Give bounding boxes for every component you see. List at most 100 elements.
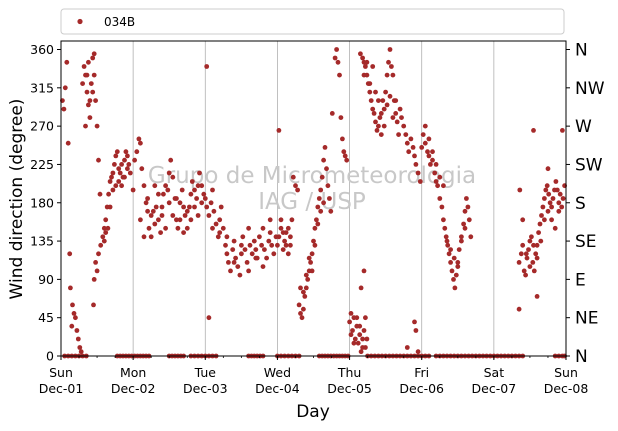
data-point-0-180 — [276, 234, 282, 240]
legend: 034B — [60, 8, 565, 35]
data-point-0-53 — [119, 162, 124, 167]
data-point-0-25 — [94, 123, 100, 129]
data-point-0-401 — [556, 208, 562, 214]
data-point-0-250 — [363, 315, 368, 321]
x-tick-date-4: Dec-05 — [327, 381, 372, 396]
data-point-0-297 — [390, 115, 396, 120]
data-point-0-106 — [195, 183, 201, 189]
data-point-0-256 — [360, 336, 365, 342]
data-point-0-1 — [61, 106, 67, 112]
data-point-0-369 — [533, 251, 539, 257]
data-point-0-207 — [311, 238, 316, 244]
data-point-0-304 — [406, 149, 412, 155]
data-point-0-355 — [455, 264, 461, 269]
data-point-0-403 — [534, 294, 540, 299]
data-point-0-380 — [549, 204, 554, 210]
data-point-0-319 — [426, 153, 432, 159]
y-tick-label-7: 315 — [30, 80, 54, 95]
data-point-0-291 — [373, 89, 378, 95]
data-point-0-94 — [174, 217, 179, 223]
data-point-0-171 — [217, 230, 223, 236]
data-point-0-222 — [301, 289, 306, 295]
data-point-0-50 — [114, 149, 120, 155]
data-point-0-136 — [217, 217, 223, 223]
data-point-0-100 — [184, 225, 190, 231]
data-point-0-139 — [223, 242, 228, 248]
data-point-0-282 — [390, 72, 396, 78]
data-point-0-101 — [187, 204, 192, 210]
data-point-0-259 — [361, 268, 367, 274]
data-point-0-130 — [206, 213, 212, 218]
data-point-0-71 — [132, 157, 138, 163]
data-point-0-175 — [246, 225, 252, 231]
y-axis-right: N NE E SE S SW W NW N — [566, 41, 605, 367]
data-point-0-225 — [309, 268, 315, 274]
data-point-0-238 — [344, 157, 350, 163]
data-point-0-292 — [376, 98, 381, 103]
data-point-0-342 — [464, 196, 469, 201]
data-point-0-214 — [321, 157, 326, 163]
data-point-0-84 — [156, 217, 161, 223]
data-point-0-257 — [363, 345, 368, 350]
x-axis: SunDec-01MonDec-02TueDec-03WedDec-04ThuD… — [39, 356, 588, 396]
data-point-0-103 — [189, 179, 195, 184]
data-point-0-352 — [444, 238, 450, 244]
data-point-0-245 — [355, 340, 361, 346]
data-point-0-268 — [370, 106, 376, 112]
data-point-0-278 — [384, 72, 390, 78]
data-point-0-240 — [348, 311, 354, 316]
right-axis-label-4: S — [575, 194, 586, 214]
x-tick-day-2: Tue — [194, 365, 217, 380]
data-point-0-302 — [403, 132, 409, 138]
data-point-0-178 — [267, 217, 273, 223]
data-point-0-148 — [239, 251, 244, 257]
x-tick-date-3: Dec-04 — [255, 381, 300, 396]
data-point-0-377 — [544, 183, 550, 189]
data-point-0-31 — [86, 59, 91, 65]
data-point-0-371 — [536, 230, 541, 236]
data-point-0-320 — [428, 162, 433, 167]
right-axis-label-8: N — [575, 41, 588, 61]
data-point-0-143 — [230, 247, 236, 253]
data-point-0-394 — [531, 242, 536, 248]
data-point-0-233 — [337, 72, 342, 78]
data-point-0-57 — [125, 153, 130, 159]
data-point-0-147 — [237, 272, 243, 278]
data-point-0-114 — [152, 221, 158, 227]
data-point-0-385 — [556, 200, 562, 206]
data-point-0-173 — [231, 260, 237, 265]
data-point-0-160 — [260, 225, 266, 231]
data-point-0-354 — [451, 255, 457, 261]
data-point-0-117 — [163, 225, 169, 231]
data-point-0-335 — [452, 285, 458, 291]
data-point-0-45 — [107, 179, 113, 184]
data-point-0-346 — [422, 123, 428, 129]
data-point-0-227 — [315, 221, 321, 227]
data-point-0-258 — [358, 285, 364, 291]
data-point-0-47 — [110, 170, 116, 176]
data-point-0-72 — [134, 149, 140, 155]
data-point-0-213 — [319, 174, 325, 180]
data-point-0-303 — [404, 140, 410, 146]
data-point-0-13 — [77, 345, 83, 350]
data-point-0-334 — [451, 277, 456, 282]
data-point-0-34 — [91, 302, 96, 308]
data-point-0-155 — [251, 238, 257, 244]
data-point-0-327 — [441, 217, 446, 223]
data-point-0-309 — [415, 170, 421, 176]
data-point-0-338 — [456, 247, 462, 253]
data-point-0-133 — [211, 208, 217, 214]
data-point-0-241 — [350, 328, 355, 333]
plot-area: Grupo de Micrometeorologia IAG / USP — [60, 40, 567, 359]
data-point-0-12 — [75, 336, 81, 342]
data-point-0-132 — [210, 187, 215, 193]
data-point-0-341 — [462, 208, 468, 214]
data-point-0-318 — [425, 149, 430, 155]
data-point-0-109 — [201, 191, 207, 197]
data-point-0-67 — [122, 174, 127, 180]
data-point-0-305 — [408, 136, 414, 142]
data-point-0-365 — [527, 238, 533, 244]
data-point-0-378 — [546, 191, 552, 197]
data-point-0-379 — [547, 200, 553, 206]
data-point-0-18 — [84, 89, 90, 95]
